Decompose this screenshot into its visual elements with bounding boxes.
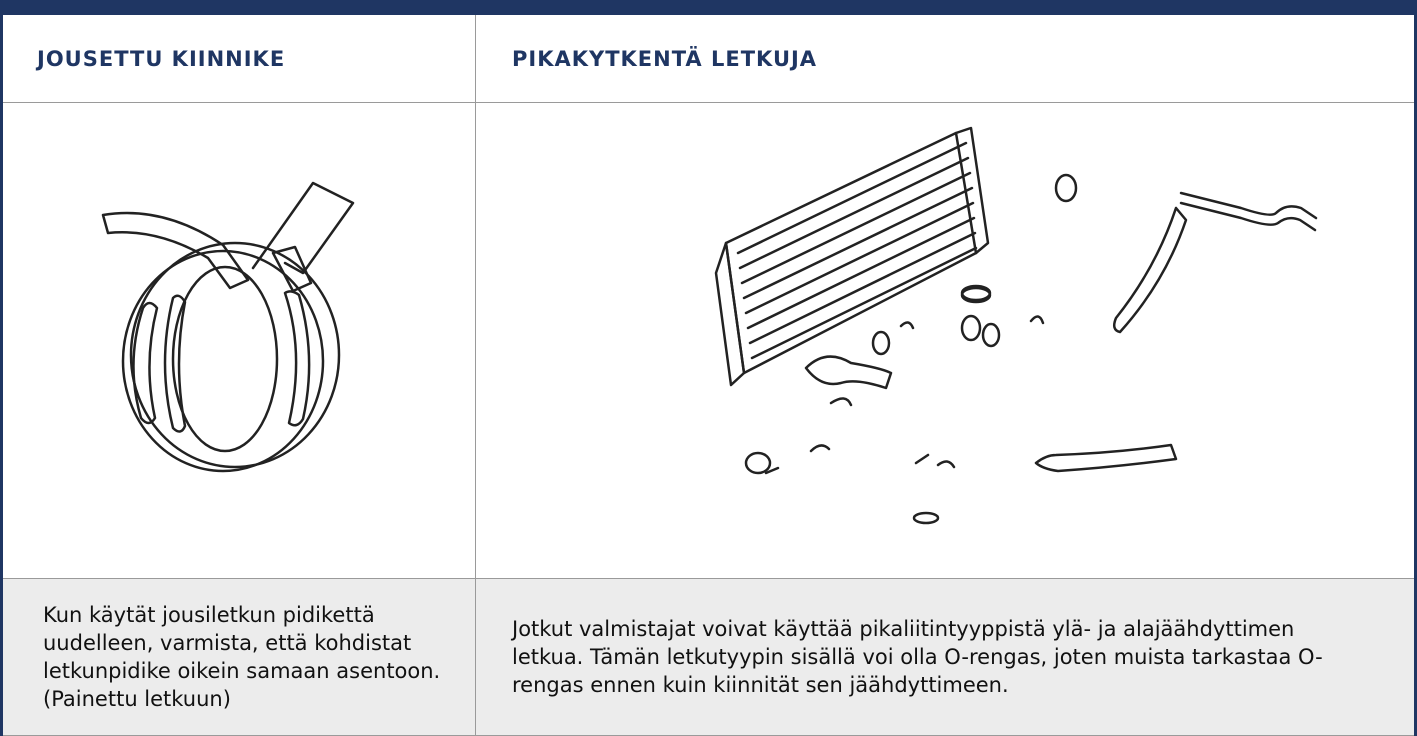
left-edge [0,15,3,736]
description: Kun käytät jousiletkun pidikettä uudelle… [3,579,476,736]
column-header: PIKAKYTKENTÄ LETKUJA [476,15,1414,103]
spring-clamp-illustration [3,103,476,579]
fins [736,141,978,360]
column-header: JOUSETTU KIINNIKE [3,15,476,103]
top-bar [0,0,1417,15]
right-edge [1414,15,1417,736]
clamp-drawing [101,181,355,473]
radiator-hoses-illustration [476,103,1414,579]
description: Jotkut valmistajat voivat käyttää pikali… [476,579,1414,736]
radiator-drawing [714,126,1318,525]
